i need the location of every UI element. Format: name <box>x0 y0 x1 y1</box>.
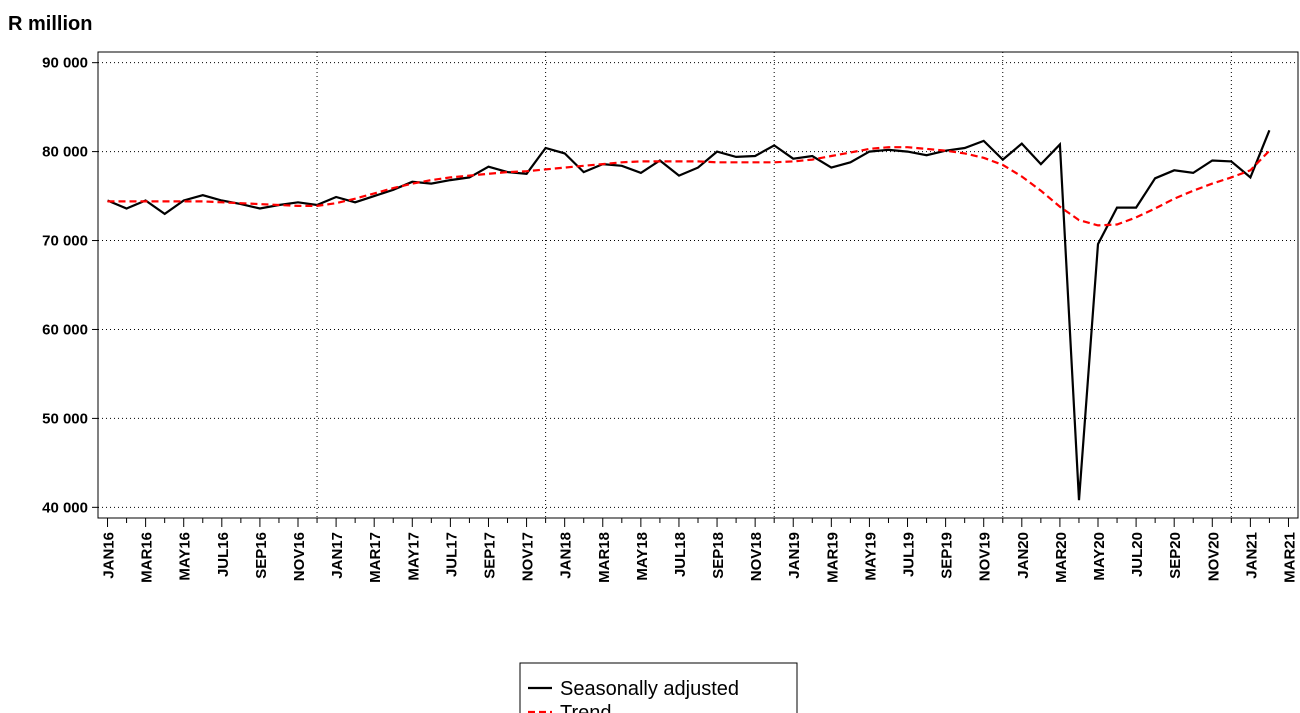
x-tick-label: MAY17 <box>405 532 422 581</box>
x-tick-label: NOV18 <box>748 532 765 581</box>
x-tick-label: MAR16 <box>139 532 156 583</box>
x-tick-label: JAN19 <box>786 532 803 579</box>
chart-title: R million <box>8 13 92 35</box>
x-tick-label: SEP18 <box>710 532 727 579</box>
x-tick-label: JUL18 <box>672 532 689 577</box>
x-tick-label: SEP16 <box>253 532 270 579</box>
y-tick-label: 60 000 <box>42 321 88 338</box>
x-tick-label: JAN16 <box>101 532 118 579</box>
x-tick-label: MAY16 <box>177 532 194 581</box>
x-tick-label: NOV19 <box>977 532 994 581</box>
x-tick-label: MAR17 <box>367 532 384 583</box>
x-tick-label: MAR20 <box>1053 532 1070 583</box>
x-tick-label: JAN21 <box>1243 532 1260 579</box>
x-tick-label: MAY18 <box>634 532 651 581</box>
x-tick-label: JAN20 <box>1015 532 1032 579</box>
legend-label: Seasonally adjusted <box>560 678 739 700</box>
y-tick-label: 90 000 <box>42 55 88 72</box>
x-tick-label: MAY20 <box>1091 532 1108 581</box>
series-line <box>107 129 1271 501</box>
x-tick-label: MAR18 <box>596 532 613 583</box>
x-tick-label: SEP20 <box>1167 532 1184 579</box>
x-tick-label: JAN18 <box>558 532 575 579</box>
x-tick-label: MAR19 <box>824 532 841 583</box>
y-tick-label: 40 000 <box>42 499 88 516</box>
legend-box <box>519 662 798 713</box>
x-tick-label: MAR21 <box>1281 532 1298 583</box>
x-tick-label: JUL20 <box>1129 532 1146 577</box>
series-line <box>107 146 1271 227</box>
x-tick-label: NOV16 <box>291 532 308 581</box>
x-tick-label: NOV20 <box>1205 532 1222 581</box>
x-tick-label: JUL19 <box>901 532 918 577</box>
x-tick-label: NOV17 <box>520 532 537 581</box>
y-tick-label: 70 000 <box>42 233 88 250</box>
y-tick-label: 50 000 <box>42 410 88 427</box>
x-tick-label: JAN17 <box>329 532 346 579</box>
legend-label: Trend <box>560 702 612 713</box>
y-tick-label: 80 000 <box>42 144 88 161</box>
plot-frame <box>97 51 1299 519</box>
x-tick-label: JUL16 <box>215 532 232 577</box>
x-tick-label: JUL17 <box>443 532 460 577</box>
x-tick-label: MAY19 <box>862 532 879 581</box>
x-tick-label: SEP17 <box>481 532 498 579</box>
x-tick-label: SEP19 <box>939 532 956 579</box>
